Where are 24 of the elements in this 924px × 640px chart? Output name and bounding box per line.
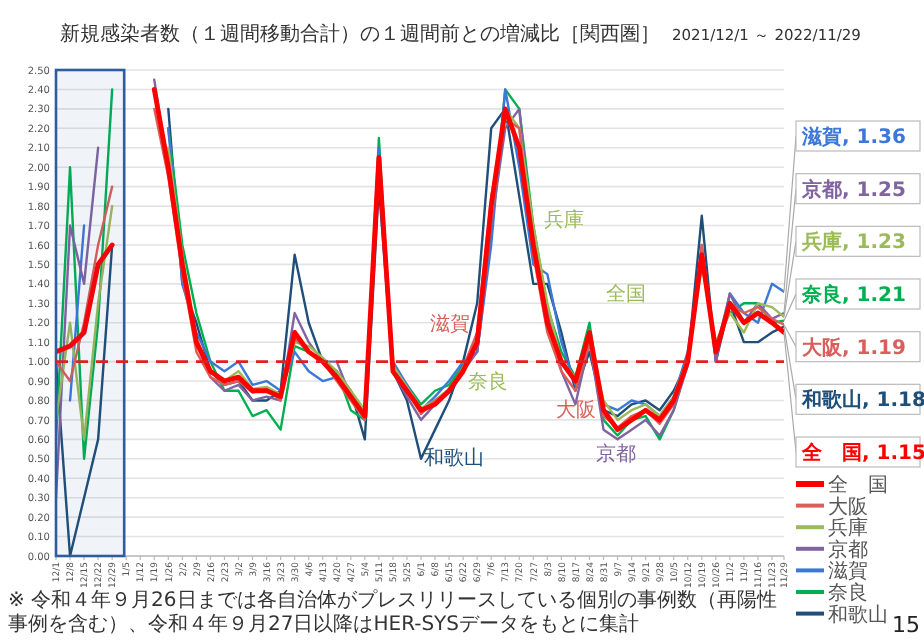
legend-label: 全 国 (828, 473, 888, 497)
annotation: 和歌山, 1.18 (800, 388, 924, 413)
annotation: 兵庫 (544, 208, 584, 232)
legend-label: 兵庫 (828, 516, 868, 541)
annotation: 和歌山 (424, 446, 484, 470)
annotation: 京都 (596, 442, 636, 466)
legend-label: 京都 (828, 537, 868, 562)
text: ※ 令和４年９月26日までは各自治体がプレスリリースしている個別の事例数（再陽性事例を含む）、令和４年９月27日以降はHER-SYSデータをもとに集計 (8, 588, 777, 636)
annotation: 兵庫, 1.23 (800, 230, 906, 255)
annotation: 大阪 (556, 398, 596, 422)
legend-label: 奈良 (828, 581, 868, 605)
annotation: 京都, 1.25 (800, 177, 906, 202)
annotation: 全 国, 1.15 (800, 441, 924, 465)
annotation: 滋賀 (430, 312, 470, 336)
legend-label: 大阪 (828, 494, 868, 519)
legend-label: 滋賀 (828, 559, 868, 584)
annotation: 全国 (606, 282, 646, 306)
chart-title: 新規感染者数（１週間移動合計）の１週間前との増減比［関西圏］ (60, 22, 660, 46)
annotation: 奈良, 1.21 (800, 283, 906, 307)
annotation: 大阪, 1.19 (800, 335, 906, 360)
legend-label: 和歌山 (828, 602, 888, 627)
annotation: 滋賀, 1.36 (800, 125, 906, 149)
text: 15 (892, 612, 920, 638)
annotation: 奈良 (468, 370, 508, 394)
